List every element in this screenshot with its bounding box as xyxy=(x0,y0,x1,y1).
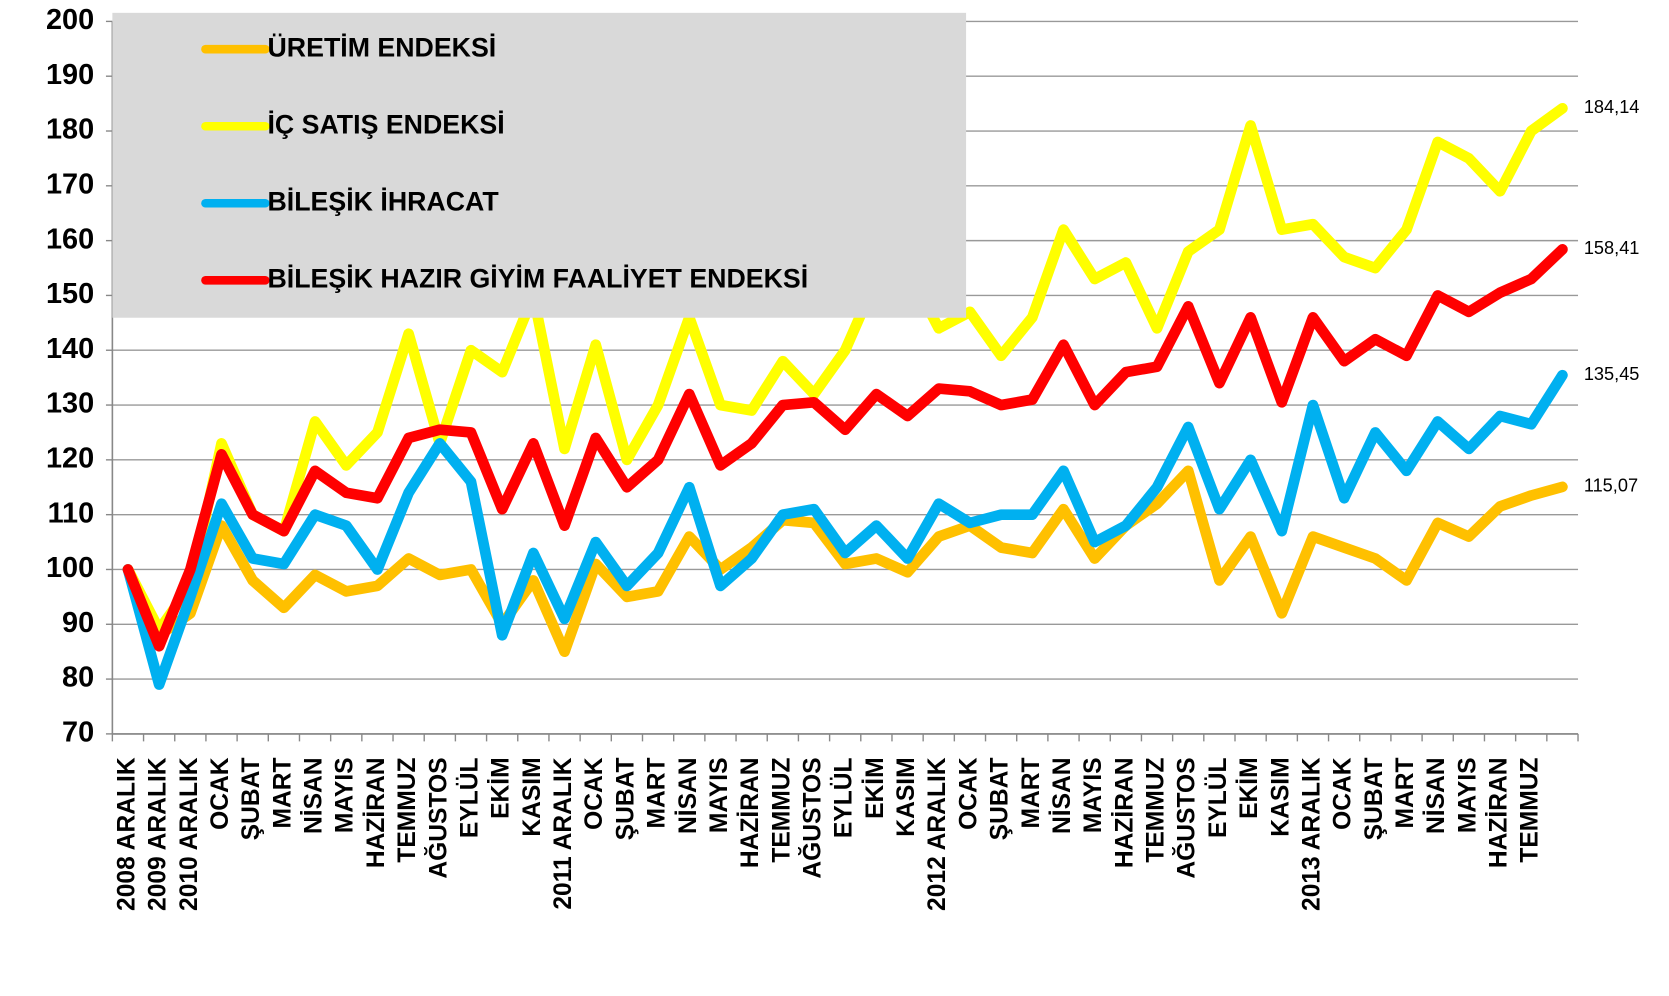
x-tick-label: ŞUBAT xyxy=(238,757,265,840)
x-tick-label: NİSAN xyxy=(301,757,328,834)
x-tick-label: AĞUSTOS xyxy=(799,757,827,878)
x-tick-label: 2013 ARALIK xyxy=(1298,757,1325,911)
x-tick-label: 2010 ARALIK xyxy=(176,757,203,911)
x-tick-label: EKİM xyxy=(488,757,515,818)
legend-label: ÜRETİM ENDEKSİ xyxy=(267,32,496,62)
x-tick-label: TEMMUZ xyxy=(768,757,795,862)
x-tick-label: OCAK xyxy=(1330,757,1357,830)
x-tick-label: MART xyxy=(269,757,296,828)
y-tick-label: 90 xyxy=(62,607,94,639)
x-tick-label: MAYIS xyxy=(332,757,359,833)
x-tick-label: MART xyxy=(644,757,671,828)
x-tick-label: 2008 ARALIK xyxy=(113,757,140,911)
y-tick-label: 160 xyxy=(46,223,94,255)
legend-box xyxy=(112,12,967,318)
x-tick-label: TEMMUZ xyxy=(394,757,421,862)
x-tick-label: ŞUBAT xyxy=(1361,757,1388,840)
x-tick-label: MAYIS xyxy=(1080,757,1107,833)
y-tick-label: 70 xyxy=(62,717,94,749)
x-tick-label: HAZİRAN xyxy=(737,757,764,868)
x-tick-label: TEMMUZ xyxy=(1517,757,1544,862)
x-tick-label: KASIM xyxy=(1267,757,1294,836)
x-tick-label: 2012 ARALIK xyxy=(924,757,951,911)
x-tick-label: OCAK xyxy=(207,757,234,830)
x-tick-label: MART xyxy=(1392,757,1419,828)
data-label: 115,07 xyxy=(1584,476,1638,496)
y-tick-label: 150 xyxy=(46,278,94,310)
y-tick-label: 120 xyxy=(46,442,94,474)
y-tick-label: 100 xyxy=(46,552,94,584)
x-tick-label: AĞUSTOS xyxy=(424,757,452,878)
x-tick-label: OCAK xyxy=(581,757,608,830)
x-tick-label: EYLÜL xyxy=(831,757,858,838)
legend-label: BİLEŞİK HAZIR GİYİM FAALİYET ENDEKSİ xyxy=(267,263,808,293)
series-line xyxy=(122,243,1568,652)
legend-label: BİLEŞİK İHRACAT xyxy=(267,186,499,216)
x-tick-label: KASIM xyxy=(519,757,546,836)
x-tick-label: ŞUBAT xyxy=(612,757,639,840)
y-tick-label: 140 xyxy=(46,333,94,365)
y-tick-label: 110 xyxy=(48,497,95,529)
data-label: 158,41 xyxy=(1584,238,1640,258)
x-tick-label: HAZİRAN xyxy=(363,757,390,868)
y-tick-label: 170 xyxy=(46,168,94,200)
y-tick-label: 130 xyxy=(46,388,94,420)
x-tick-label: OCAK xyxy=(955,757,982,830)
data-label: 184,14 xyxy=(1584,97,1640,117)
series-line xyxy=(122,465,1568,658)
x-tick-label: HAZİRAN xyxy=(1111,757,1138,868)
x-tick-label: EKİM xyxy=(862,757,889,818)
x-tick-label: ŞUBAT xyxy=(987,757,1014,840)
x-tick-label: EKİM xyxy=(1236,757,1263,818)
x-tick-label: EYLÜL xyxy=(1205,757,1232,838)
y-tick-label: 200 xyxy=(46,4,94,36)
series-line xyxy=(122,102,1568,636)
x-tick-label: HAZİRAN xyxy=(1486,757,1513,868)
x-tick-label: MAYIS xyxy=(706,757,733,833)
data-label: 135,45 xyxy=(1584,364,1640,384)
x-tick-label: 2009 ARALIK xyxy=(145,757,172,911)
series-line xyxy=(122,369,1568,690)
x-tick-label: TEMMUZ xyxy=(1143,757,1170,862)
x-tick-label: NİSAN xyxy=(1423,757,1450,834)
x-tick-label: 2011 ARALIK xyxy=(550,757,577,909)
x-tick-label: MAYIS xyxy=(1454,757,1481,833)
x-tick-label: EYLÜL xyxy=(456,757,483,838)
x-tick-label: MART xyxy=(1018,757,1045,828)
x-tick-label: NİSAN xyxy=(675,757,702,834)
y-tick-label: 190 xyxy=(46,59,94,91)
legend: ÜRETİM ENDEKSİ İÇ SATIŞ ENDEKSİ BİLEŞİK İH… xyxy=(112,12,967,318)
x-tick-label: NİSAN xyxy=(1049,757,1076,834)
y-tick-label: 180 xyxy=(46,114,94,146)
x-tick-label: KASIM xyxy=(893,757,920,836)
y-tick-label: 80 xyxy=(62,662,94,694)
legend-label: İÇ SATIŞ ENDEKSİ xyxy=(267,109,504,139)
x-tick-label: AĞUSTOS xyxy=(1173,757,1201,878)
